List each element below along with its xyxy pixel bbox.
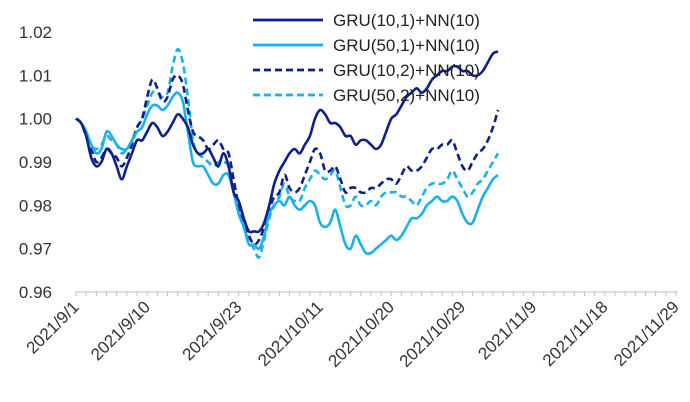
x-tick-label: 2021/10/29 (396, 297, 470, 371)
y-tick-label: 1.01 (19, 66, 52, 85)
y-tick-label: 1.00 (19, 110, 52, 129)
x-tick-label: 2021/11/9 (474, 297, 540, 363)
legend-label-4: GRU(50,2)+NN(10) (333, 86, 480, 105)
series-layer (75, 48, 500, 259)
y-tick-label: 0.98 (19, 196, 52, 215)
x-axis: 2021/9/1 2021/9/10 2021/9/23 2021/10/112021… (23, 291, 683, 371)
legend-label-1: GRU(10,1)+NN(10) (333, 11, 480, 30)
x-tick-label: 2021/10/11 (254, 297, 327, 370)
y-tick-label: 0.97 (19, 240, 52, 259)
series-line-4 (75, 48, 500, 259)
x-tick-label: 2021/9/10 (87, 297, 154, 364)
series-line-1 (75, 50, 499, 234)
x-tick-label: 2021/9/23 (179, 297, 246, 364)
legend-label-3: GRU(10,2)+NN(10) (333, 61, 480, 80)
x-tick-label: 2021/11/29 (610, 297, 683, 370)
legend: GRU(10,1)+NN(10) GRU(50,1)+NN(10) GRU(10,2… (253, 11, 480, 105)
series-line-2 (75, 91, 499, 256)
x-tick-label: 2021/11/18 (539, 297, 612, 370)
y-tick-label: 1.02 (19, 23, 52, 42)
series-line-3 (75, 73, 500, 246)
x-tick-label: 2021/9/1 (23, 297, 83, 357)
y-axis: 0.96 0.97 0.98 0.99 1.00 1.01 1.02 (19, 23, 52, 302)
x-tick-label: 2021/10/20 (324, 297, 398, 371)
legend-label-2: GRU(50,1)+NN(10) (333, 36, 480, 55)
y-tick-label: 0.99 (19, 153, 52, 172)
y-tick-label: 0.96 (19, 283, 52, 302)
